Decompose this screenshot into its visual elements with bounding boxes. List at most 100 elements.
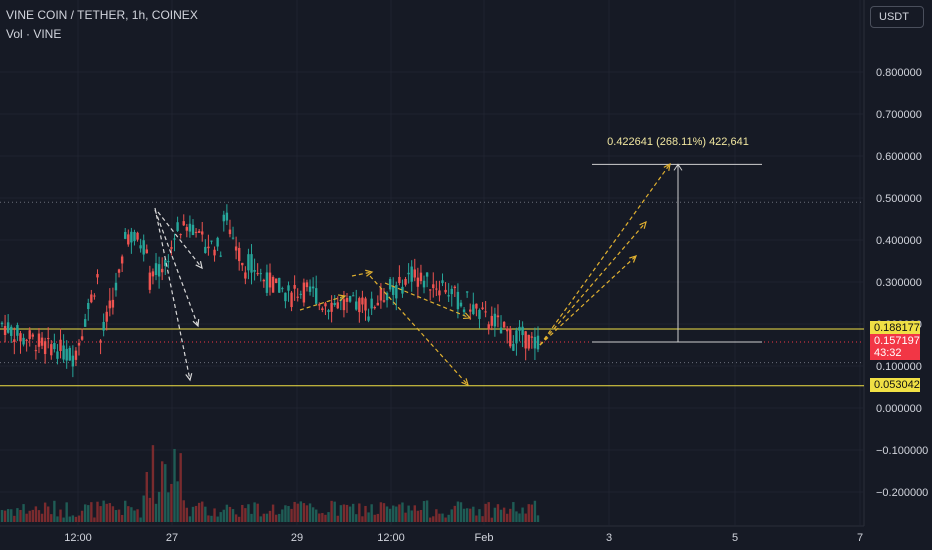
volume-bar xyxy=(241,504,244,522)
candle-body xyxy=(37,333,41,347)
currency-button[interactable]: USDT xyxy=(870,6,924,28)
candle-body xyxy=(373,306,376,309)
candle-body xyxy=(77,342,81,346)
candle-body xyxy=(345,297,349,302)
candle-body xyxy=(509,328,512,347)
volume-bar xyxy=(370,504,373,522)
volume-bar xyxy=(179,453,182,522)
candle-body xyxy=(330,302,333,312)
volume-bar xyxy=(493,507,497,522)
volume-bar xyxy=(398,504,401,522)
arrow-yellow-head xyxy=(629,255,638,263)
candle-body xyxy=(197,231,201,233)
volume-bar xyxy=(83,504,87,522)
candle-body xyxy=(28,330,31,339)
volume-bar xyxy=(509,508,512,522)
candle-body xyxy=(87,303,90,310)
candle-body xyxy=(290,292,293,308)
volume-bar xyxy=(127,506,130,522)
candle-body xyxy=(364,298,367,311)
candle-body xyxy=(311,286,315,289)
x-tick-label: 27 xyxy=(166,532,178,544)
candle-body xyxy=(490,315,493,326)
volume-bar xyxy=(481,516,484,522)
volume-bar xyxy=(311,507,315,522)
symbol-title[interactable]: VINE COIN / TETHER, 1h, COINEX xyxy=(6,8,198,22)
volume-bar xyxy=(31,509,35,522)
volume-bar xyxy=(422,501,426,522)
candle-body xyxy=(34,350,38,352)
candle-body xyxy=(342,299,346,311)
candle-body xyxy=(284,292,287,302)
candle-body xyxy=(379,288,383,301)
y-tick-label: 0.700000 xyxy=(876,109,922,121)
candle-body xyxy=(398,276,401,284)
arrow-yellow-head xyxy=(663,162,671,171)
candle-body xyxy=(472,304,475,315)
volume-bar xyxy=(296,503,299,522)
candle-body xyxy=(315,288,318,304)
candle-body xyxy=(413,269,416,278)
candle-body xyxy=(536,335,540,350)
candle-body xyxy=(40,337,44,346)
candle-body xyxy=(478,309,481,319)
arrow-white-head xyxy=(185,373,193,382)
volume-bar xyxy=(438,513,441,522)
candle-body xyxy=(462,309,466,313)
candle-body xyxy=(102,321,105,331)
volume-bar xyxy=(142,495,145,522)
candle-body xyxy=(392,286,395,295)
volume-bar xyxy=(136,509,139,522)
volume-bar xyxy=(496,504,500,522)
volume-bar xyxy=(364,505,367,522)
volume-bar xyxy=(351,503,355,522)
volume-bar xyxy=(176,481,179,522)
candle-body xyxy=(160,268,164,273)
volume-bar xyxy=(204,506,207,522)
candle-body xyxy=(43,341,47,355)
volume-bar xyxy=(505,513,509,522)
x-tick-label: 7 xyxy=(857,532,863,544)
candle-body xyxy=(484,311,487,313)
candle-body xyxy=(31,334,35,337)
x-tick-label: 5 xyxy=(732,532,738,544)
candle-body xyxy=(56,351,59,359)
y-tick-label: 0.000000 xyxy=(876,403,922,415)
volume-bar xyxy=(197,502,201,522)
volume-bar xyxy=(250,513,253,522)
volume-bar xyxy=(40,513,44,522)
candle-body xyxy=(382,300,386,302)
volume-bar xyxy=(521,507,524,522)
volume-bar xyxy=(425,500,429,522)
volume-bar xyxy=(87,505,90,522)
y-tick-label: 0.100000 xyxy=(876,361,922,373)
candle-body xyxy=(518,326,521,331)
candle-body xyxy=(244,272,247,279)
measure-arrowhead xyxy=(673,163,683,171)
candle-body xyxy=(167,261,170,263)
volume-bar xyxy=(444,517,447,522)
volume-bar xyxy=(339,505,343,522)
volume-bar xyxy=(108,503,112,522)
candle-body xyxy=(204,246,207,253)
volume-bar xyxy=(524,513,527,522)
arrow-yellow xyxy=(539,163,671,346)
candle-body xyxy=(422,280,426,288)
volume-bar xyxy=(53,500,56,522)
candle-body xyxy=(216,237,219,247)
volume-bar xyxy=(47,506,50,522)
volume-bar xyxy=(10,509,13,522)
volume-indicator-label[interactable]: Vol · VINE xyxy=(6,27,62,41)
candle-body xyxy=(65,348,68,361)
candle-body xyxy=(111,299,115,308)
volume-bar xyxy=(367,512,370,522)
volume-bar xyxy=(324,514,327,522)
volume-bar xyxy=(164,464,167,522)
candle-body xyxy=(351,295,355,297)
candle-body xyxy=(53,342,56,350)
level-tag-upper: 0.188177 xyxy=(870,320,920,335)
volume-bar xyxy=(308,503,312,522)
candle-body xyxy=(302,282,306,303)
volume-bar xyxy=(265,513,269,522)
